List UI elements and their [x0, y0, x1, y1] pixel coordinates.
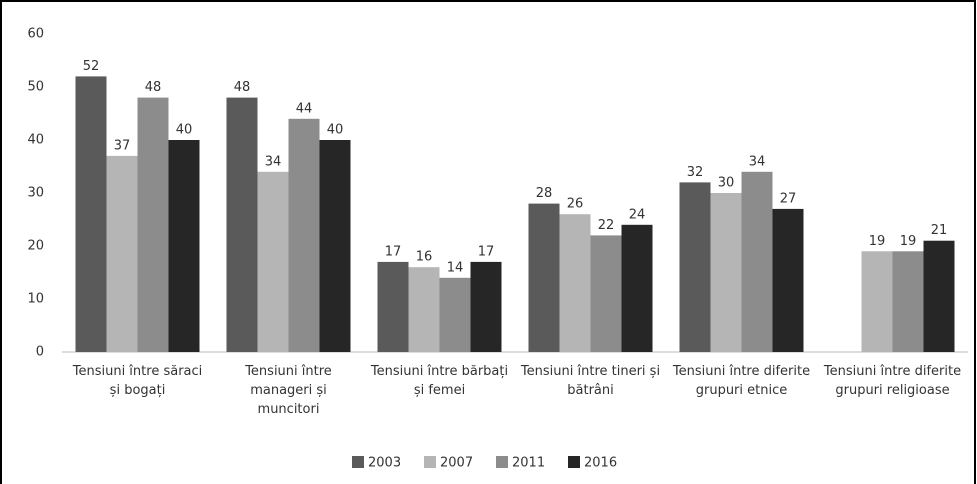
bar — [528, 203, 560, 352]
value-label: 16 — [416, 250, 433, 265]
legend-swatch — [568, 456, 580, 468]
bar — [590, 235, 622, 352]
bar — [408, 267, 440, 352]
value-label: 40 — [176, 123, 193, 138]
bar — [257, 171, 289, 352]
value-label: 28 — [536, 186, 553, 201]
value-label: 32 — [687, 165, 704, 180]
value-label: 48 — [234, 80, 251, 95]
x-tick-label: Tensiuni între săraci și bogați — [72, 364, 203, 398]
y-tick-label: 40 — [27, 133, 44, 148]
value-label: 52 — [83, 59, 100, 74]
legend-swatch — [424, 456, 436, 468]
value-label: 17 — [385, 244, 402, 259]
bar — [741, 171, 773, 352]
value-label: 30 — [718, 176, 735, 191]
y-tick-label: 50 — [27, 80, 44, 95]
value-label: 24 — [629, 207, 646, 222]
bar — [892, 251, 924, 352]
value-label: 22 — [598, 218, 615, 233]
bar — [439, 277, 471, 352]
bar — [470, 261, 502, 352]
bar — [226, 97, 258, 352]
value-label: 48 — [145, 80, 162, 95]
value-label: 27 — [780, 191, 797, 206]
bar — [137, 97, 169, 352]
bar — [319, 140, 351, 352]
bar — [106, 155, 138, 352]
bar — [923, 240, 955, 352]
value-label: 17 — [478, 244, 495, 259]
legend-label: 2016 — [584, 456, 617, 471]
x-tick-label: Tensiuni între diferite grupuri religioa… — [823, 364, 962, 398]
bar — [168, 140, 200, 352]
bar — [861, 251, 893, 352]
value-label: 21 — [931, 223, 948, 238]
value-label: 19 — [869, 234, 886, 249]
value-label: 19 — [900, 234, 917, 249]
x-tick-label: Tensiuni între bărbați și femei — [370, 364, 509, 398]
value-label: 34 — [749, 154, 766, 169]
bar — [621, 224, 653, 352]
bar — [710, 193, 742, 352]
value-label: 26 — [567, 197, 584, 212]
x-tick-label: Tensiuni între manageri și muncitori — [245, 364, 332, 417]
y-tick-label: 10 — [27, 292, 44, 307]
x-tick-label: Tensiuni între tineri și bătrâni — [520, 364, 661, 398]
value-label: 37 — [114, 138, 131, 153]
y-tick-label: 0 — [36, 345, 44, 360]
bar — [288, 118, 320, 352]
legend-label: 2007 — [440, 456, 473, 471]
legend-label: 2003 — [368, 456, 401, 471]
bar — [377, 261, 409, 352]
legend-swatch — [352, 456, 364, 468]
legend-label: 2011 — [512, 456, 545, 471]
bar — [75, 76, 107, 353]
value-label: 14 — [447, 260, 464, 275]
y-tick-label: 20 — [27, 239, 44, 254]
bar — [772, 208, 804, 352]
bar — [559, 214, 591, 352]
x-tick-label: Tensiuni între diferite grupuri etnice — [672, 364, 811, 398]
y-tick-label: 60 — [27, 27, 44, 42]
legend-swatch — [496, 456, 508, 468]
value-label: 44 — [296, 101, 313, 116]
y-tick-label: 30 — [27, 186, 44, 201]
bar — [679, 182, 711, 352]
value-label: 40 — [327, 123, 344, 138]
value-label: 34 — [265, 154, 282, 169]
